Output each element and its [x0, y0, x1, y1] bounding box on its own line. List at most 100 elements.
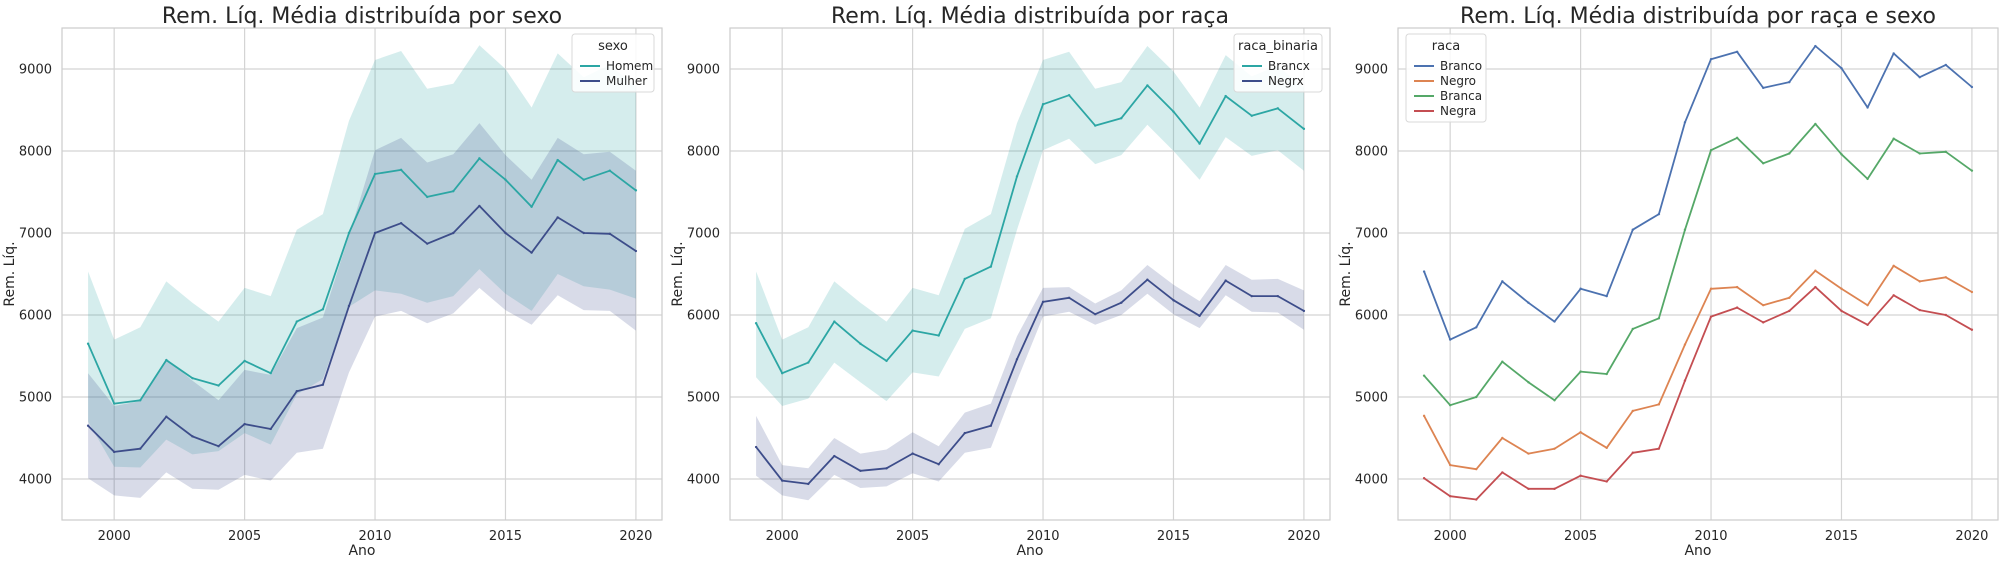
data-point — [1041, 300, 1045, 304]
data-point — [780, 479, 784, 482]
data-point — [165, 358, 168, 362]
data-point — [1120, 301, 1123, 304]
x-tick-label: 2005 — [896, 529, 929, 544]
data-point — [608, 232, 612, 236]
data-point — [1657, 317, 1661, 320]
y-axis-label: Rem. Líq. — [1338, 241, 1354, 306]
data-point — [1944, 63, 1948, 67]
data-point — [1970, 85, 1974, 89]
series-line-mulher — [87, 204, 637, 453]
data-point — [1840, 153, 1843, 156]
confidence-band-negrx — [756, 265, 1304, 501]
data-point — [1448, 338, 1452, 341]
data-point — [1198, 142, 1201, 145]
data-point — [1448, 463, 1452, 467]
chart-panel-1: 2000 2005 2010 2015 2020 4000 5000 6000 7000 8000… — [2, 4, 663, 559]
data-point — [1944, 150, 1948, 154]
x-tick-label: 2020 — [619, 529, 652, 544]
data-point — [1094, 124, 1097, 127]
data-point — [1422, 414, 1426, 418]
data-point — [426, 195, 429, 199]
data-point — [1892, 294, 1895, 297]
data-point — [1015, 358, 1019, 361]
data-point — [1709, 148, 1713, 152]
data-point — [1709, 57, 1713, 61]
data-point — [911, 329, 914, 332]
data-point — [530, 251, 533, 254]
confidence-band-homem — [88, 45, 636, 468]
data-point — [1970, 169, 1974, 172]
data-point — [1448, 495, 1452, 498]
axes-frame — [1397, 27, 1999, 521]
data-point — [937, 334, 940, 337]
x-tick-label: 2015 — [1157, 529, 1190, 544]
legend-label-branca: Branca — [1440, 89, 1482, 103]
data-point — [1683, 228, 1687, 231]
y-tick-label: 5000 — [687, 391, 720, 406]
series-line-branco — [1423, 45, 1973, 341]
data-point — [1918, 76, 1921, 79]
data-point — [1475, 498, 1478, 501]
data-point — [347, 304, 351, 308]
series-line-branca — [1423, 123, 1973, 407]
data-point — [1475, 326, 1478, 329]
y-tick-label: 6000 — [687, 309, 720, 324]
data-point — [295, 320, 298, 323]
x-tick-label: 2020 — [1955, 529, 1988, 544]
data-point — [859, 469, 862, 472]
data-point — [1866, 106, 1869, 109]
y-tick-label: 8000 — [1355, 145, 1388, 160]
data-point — [1146, 278, 1149, 281]
data-point — [1762, 162, 1765, 165]
data-point — [1735, 50, 1739, 53]
data-point — [1527, 301, 1530, 304]
data-point — [1302, 309, 1306, 313]
x-axis-label: Ano — [1016, 543, 1043, 559]
data-point — [1840, 287, 1843, 290]
data-point — [1814, 44, 1817, 48]
legend-title: raca_binaria — [1238, 39, 1318, 54]
data-point — [1276, 294, 1280, 298]
data-point — [504, 231, 507, 235]
data-point — [1631, 327, 1634, 331]
y-tick-label: 7000 — [687, 227, 720, 242]
series-line-negrx — [755, 278, 1305, 485]
data-point — [1198, 314, 1201, 318]
series-line-negro — [1423, 264, 1973, 471]
data-point — [1788, 152, 1791, 155]
data-point — [989, 265, 993, 268]
data-point — [1146, 84, 1149, 87]
data-point — [321, 308, 325, 311]
data-point — [1067, 94, 1071, 97]
data-point — [1250, 114, 1253, 117]
data-point — [1605, 294, 1608, 298]
data-point — [556, 216, 559, 219]
data-point — [1814, 122, 1817, 126]
x-tick-label: 2020 — [1287, 529, 1320, 544]
data-point — [754, 322, 758, 325]
series-line-negra — [1423, 286, 1973, 501]
data-point — [165, 415, 168, 418]
data-point — [1422, 374, 1426, 377]
data-point — [1605, 446, 1608, 450]
data-point — [86, 342, 90, 345]
y-tick-label: 5000 — [1355, 391, 1388, 406]
x-tick-label: 2010 — [1694, 529, 1727, 544]
data-point — [217, 445, 220, 448]
data-point — [1120, 117, 1123, 120]
axes-frame — [729, 27, 1331, 521]
data-point — [1970, 328, 1974, 331]
data-point — [963, 277, 966, 281]
data-point — [937, 463, 940, 466]
data-point — [1553, 399, 1556, 402]
data-point — [1683, 121, 1687, 124]
data-point — [478, 204, 481, 208]
data-point — [833, 454, 836, 458]
data-point — [1683, 379, 1687, 382]
x-tick-label: 2000 — [1434, 529, 1467, 544]
y-tick-label: 4000 — [687, 473, 720, 488]
data-point — [859, 342, 862, 345]
data-point — [582, 178, 585, 181]
data-point — [1172, 110, 1175, 113]
